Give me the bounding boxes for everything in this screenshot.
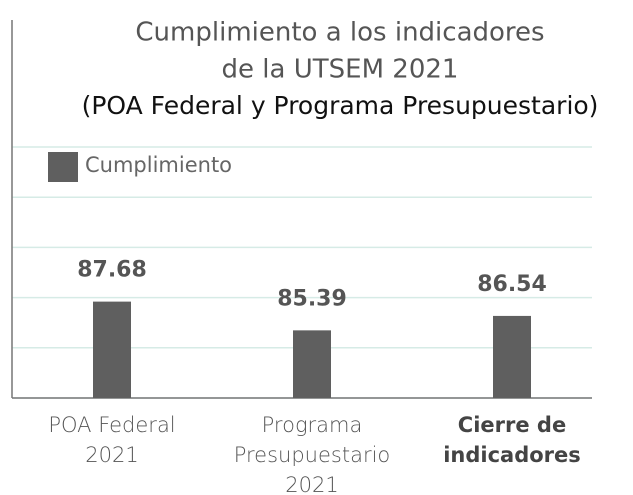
chart-title: de la UTSEM 2021 bbox=[222, 55, 459, 85]
data-label: 86.54 bbox=[477, 272, 547, 297]
x-tick-label: POA Federal 2021 bbox=[48, 413, 176, 467]
data-label: 85.39 bbox=[277, 286, 347, 311]
x-tick-label: Cierre de indicadores bbox=[443, 413, 581, 467]
bar bbox=[93, 301, 131, 398]
legend-swatch bbox=[48, 152, 78, 182]
legend-label: Cumplimiento bbox=[85, 153, 232, 177]
chart-subtitle: (POA Federal y Programa Presupuestario) bbox=[82, 91, 599, 120]
x-tick-label: Programa Presupuestario 2021 bbox=[233, 413, 391, 495]
bar bbox=[493, 315, 531, 398]
chart-title: Cumplimiento a los indicadores bbox=[135, 18, 544, 48]
data-label: 87.68 bbox=[77, 258, 147, 283]
bar bbox=[293, 330, 331, 398]
